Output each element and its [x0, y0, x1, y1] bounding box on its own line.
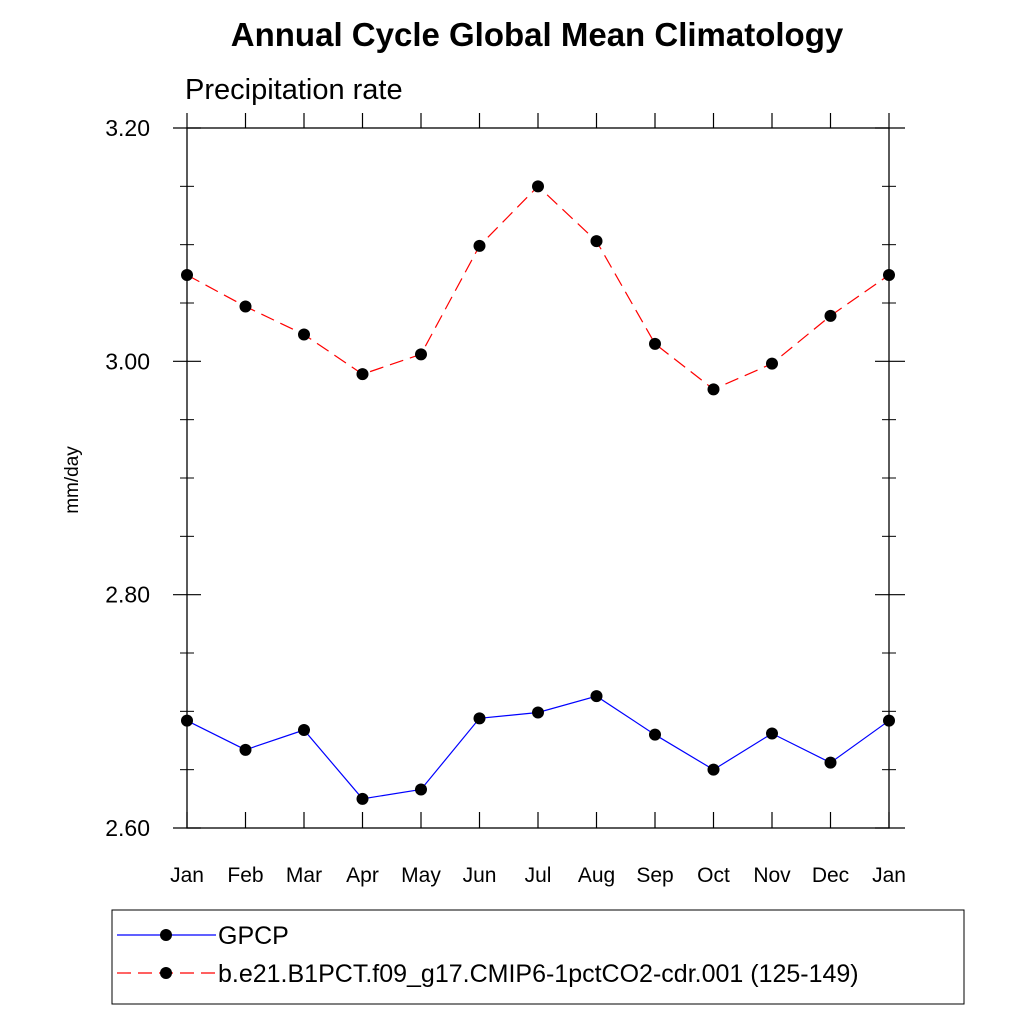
data-point	[239, 300, 252, 313]
data-point	[532, 706, 544, 719]
data-point	[239, 743, 252, 756]
y-tick-label: 2.60	[105, 815, 150, 841]
x-tick-label: May	[401, 864, 441, 887]
data-point	[649, 728, 661, 741]
chart-title: Annual Cycle Global Mean Climatology	[231, 16, 844, 53]
x-tick-label: Dec	[812, 864, 849, 887]
legend: GPCP b.e21.B1PCT.f09_g17.CMIP6-1pctCO2-cd…	[117, 922, 859, 988]
data-point	[766, 727, 778, 740]
legend-marker	[160, 967, 172, 979]
data-point	[824, 756, 837, 769]
y-tick-label: 2.80	[105, 582, 150, 608]
y-axis: 2.60 2.80 3.00 3.20	[105, 115, 905, 841]
x-tick-label: Jun	[463, 864, 497, 887]
data-point	[298, 724, 310, 736]
plot-frame	[186, 127, 890, 829]
x-tick-label: Jan	[872, 864, 906, 887]
data-point	[883, 269, 895, 281]
y-tick-label: 3.00	[105, 348, 150, 374]
data-point	[415, 348, 427, 361]
data-point	[473, 712, 486, 725]
data-point	[707, 383, 720, 396]
x-tick-label: Mar	[286, 864, 322, 887]
x-tick-label: Apr	[346, 864, 379, 887]
data-point	[590, 690, 603, 703]
legend-marker	[160, 929, 172, 941]
legend-label-0: GPCP	[218, 922, 289, 950]
chart-subtitle: Precipitation rate	[185, 74, 403, 106]
x-tick-label: Jul	[525, 864, 552, 887]
series-layer	[181, 180, 895, 805]
y-axis-label: mm/day	[62, 446, 83, 514]
data-point	[824, 309, 837, 322]
x-tick-label: Aug	[578, 864, 615, 887]
data-point	[181, 714, 193, 727]
x-tick-label: Jan	[170, 864, 204, 887]
data-point	[532, 180, 544, 193]
data-point	[356, 792, 369, 805]
data-point	[473, 239, 486, 252]
y-tick-label: 3.20	[105, 115, 150, 141]
series-line-1	[186, 185, 890, 390]
legend-box	[111, 909, 965, 1005]
x-tick-label: Feb	[227, 864, 263, 887]
data-point	[298, 328, 310, 341]
data-point	[707, 763, 720, 776]
data-point	[766, 357, 778, 370]
data-point	[181, 269, 193, 281]
x-tick-label: Sep	[636, 864, 673, 887]
data-point	[356, 368, 369, 381]
data-point	[590, 235, 603, 248]
x-tick-label: Oct	[697, 864, 730, 887]
x-tick-label: Nov	[753, 864, 791, 887]
data-point	[415, 783, 427, 796]
x-axis: Jan Feb Mar Apr May Jun Jul Aug Sep Oct Nov Dec Jan	[170, 113, 906, 887]
data-point	[649, 337, 661, 350]
legend-label-1: b.e21.B1PCT.f09_g17.CMIP6-1pctCO2-cdr.00…	[218, 960, 859, 988]
data-point	[883, 714, 895, 727]
